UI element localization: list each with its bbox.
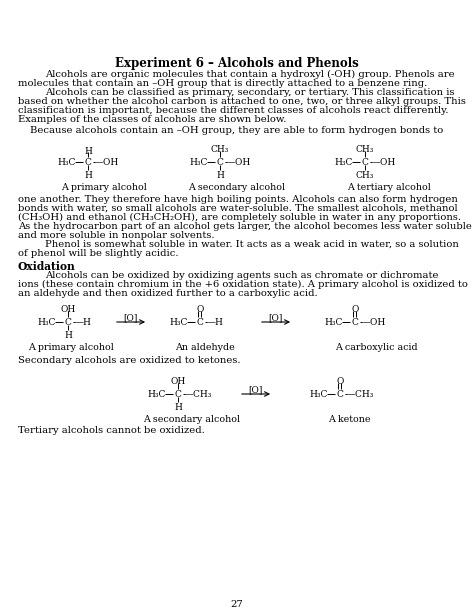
Text: —OH: —OH <box>227 158 251 167</box>
Text: H₃C: H₃C <box>324 318 342 327</box>
Text: Alcohols can be oxidized by oxidizing agents such as chromate or dichromate: Alcohols can be oxidized by oxidizing ag… <box>45 271 438 280</box>
Text: CH₃: CH₃ <box>356 171 374 180</box>
Text: OH: OH <box>60 305 76 314</box>
Text: C: C <box>337 390 344 399</box>
Text: 27: 27 <box>231 600 243 609</box>
Text: H₃C: H₃C <box>37 318 55 327</box>
Text: H₃C: H₃C <box>189 158 207 167</box>
Text: A secondary alcohol: A secondary alcohol <box>188 183 285 192</box>
Text: As the hydrocarbon part of an alcohol gets larger, the alcohol becomes less wate: As the hydrocarbon part of an alcohol ge… <box>18 222 472 231</box>
Text: CH₃: CH₃ <box>211 145 229 154</box>
Text: OH: OH <box>170 377 186 386</box>
Text: C: C <box>174 390 182 399</box>
Text: —H: —H <box>207 318 224 327</box>
Text: Alcohols can be classified as primary, secondary, or tertiary. This classificati: Alcohols can be classified as primary, s… <box>45 88 455 97</box>
Text: Because alcohols contain an –OH group, they are able to form hydrogen bonds to: Because alcohols contain an –OH group, t… <box>30 126 444 135</box>
Text: O: O <box>196 305 204 314</box>
Text: C: C <box>84 158 91 167</box>
Text: H₃C: H₃C <box>334 158 352 167</box>
Text: An aldehyde: An aldehyde <box>175 343 235 352</box>
Text: Experiment 6 – Alcohols and Phenols: Experiment 6 – Alcohols and Phenols <box>115 57 359 70</box>
Text: and more soluble in nonpolar solvents.: and more soluble in nonpolar solvents. <box>18 231 215 240</box>
Text: an aldehyde and then oxidized further to a carboxylic acid.: an aldehyde and then oxidized further to… <box>18 289 318 298</box>
Text: H: H <box>84 171 92 180</box>
Text: H₃C: H₃C <box>147 390 165 399</box>
Text: H₃C: H₃C <box>57 158 75 167</box>
Text: Examples of the classes of alcohols are shown below.: Examples of the classes of alcohols are … <box>18 115 286 124</box>
Text: C: C <box>217 158 223 167</box>
Text: —H: —H <box>75 318 92 327</box>
Text: molecules that contain an –OH group that is directly attached to a benzene ring.: molecules that contain an –OH group that… <box>18 79 427 88</box>
Text: ions (these contain chromium in the +6 oxidation state). A primary alcohol is ox: ions (these contain chromium in the +6 o… <box>18 280 468 289</box>
Text: [O]: [O] <box>248 385 262 394</box>
Text: C: C <box>362 158 368 167</box>
Text: Tertiary alcohols cannot be oxidized.: Tertiary alcohols cannot be oxidized. <box>18 426 205 435</box>
Text: of phenol will be slightly acidic.: of phenol will be slightly acidic. <box>18 249 179 258</box>
Text: H₃C: H₃C <box>309 390 328 399</box>
Text: H: H <box>216 171 224 180</box>
Text: bonds with water, so small alcohols are water-soluble. The smallest alcohols, me: bonds with water, so small alcohols are … <box>18 204 457 213</box>
Text: A primary alcohol: A primary alcohol <box>28 343 114 352</box>
Text: A carboxylic acid: A carboxylic acid <box>335 343 418 352</box>
Text: A tertiary alcohol: A tertiary alcohol <box>347 183 431 192</box>
Text: Secondary alcohols are oxidized to ketones.: Secondary alcohols are oxidized to keton… <box>18 356 240 365</box>
Text: C: C <box>64 318 72 327</box>
Text: [O]: [O] <box>268 313 282 322</box>
Text: one another. They therefore have high boiling points. Alcohols can also form hyd: one another. They therefore have high bo… <box>18 195 458 204</box>
Text: H₃C: H₃C <box>169 318 187 327</box>
Text: —OH: —OH <box>362 318 386 327</box>
Text: O: O <box>337 377 344 386</box>
Text: [O]: [O] <box>123 313 137 322</box>
Text: H: H <box>64 331 72 340</box>
Text: —CH₃: —CH₃ <box>347 390 374 399</box>
Text: C: C <box>352 318 358 327</box>
Text: based on whether the alcohol carbon is attached to one, two, or three alkyl grou: based on whether the alcohol carbon is a… <box>18 97 466 106</box>
Text: CH₃: CH₃ <box>356 145 374 154</box>
Text: Oxidation: Oxidation <box>18 261 76 272</box>
Text: —OH: —OH <box>95 158 119 167</box>
Text: Phenol is somewhat soluble in water. It acts as a weak acid in water, so a solut: Phenol is somewhat soluble in water. It … <box>45 240 459 249</box>
Text: H: H <box>174 403 182 412</box>
Text: A secondary alcohol: A secondary alcohol <box>143 415 240 424</box>
Text: H: H <box>84 147 92 156</box>
Text: A ketone: A ketone <box>328 415 371 424</box>
Text: Alcohols are organic molecules that contain a hydroxyl (-OH) group. Phenols are: Alcohols are organic molecules that cont… <box>45 70 455 79</box>
Text: C: C <box>197 318 203 327</box>
Text: —CH₃: —CH₃ <box>185 390 212 399</box>
Text: O: O <box>351 305 359 314</box>
Text: —OH: —OH <box>372 158 396 167</box>
Text: classification is important, because the different classes of alcohols react dif: classification is important, because the… <box>18 106 448 115</box>
Text: (CH₃OH) and ethanol (CH₃CH₂OH), are completely soluble in water in any proportio: (CH₃OH) and ethanol (CH₃CH₂OH), are comp… <box>18 213 461 222</box>
Text: A primary alcohol: A primary alcohol <box>61 183 147 192</box>
